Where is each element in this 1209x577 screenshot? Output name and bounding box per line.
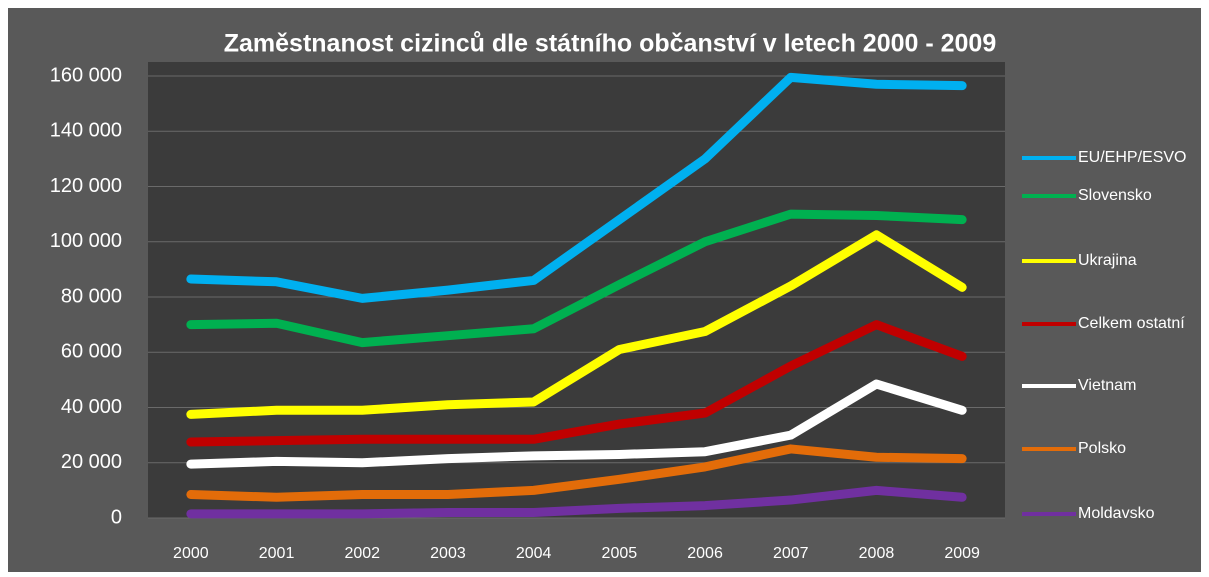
series-line [186,444,967,502]
chart-title: Zaměstnanost cizinců dle státního občans… [224,30,997,58]
legend-label: Slovensko [1078,187,1152,204]
x-tick-label: 2008 [859,545,895,562]
x-tick-label: 2005 [602,545,638,562]
x-tick-label: 2003 [430,545,466,562]
x-tick-label: 2001 [259,545,295,562]
y-tick-label: 120 000 [50,175,122,197]
legend-label: Moldavsko [1078,505,1155,522]
y-tick-label: 40 000 [61,396,122,418]
plot-area [148,62,1005,518]
x-tick-label: 2007 [773,545,809,562]
x-tick-label: 2006 [687,545,723,562]
y-tick-label: 80 000 [61,285,122,307]
x-tick-label: 2002 [344,545,380,562]
series-line [186,72,967,303]
y-tick-label: 160 000 [50,64,122,86]
series-line [186,379,967,469]
series-line [186,485,967,519]
y-tick-label: 140 000 [50,120,122,142]
legend-label: Vietnam [1078,377,1136,394]
legend-label: Ukrajina [1078,252,1137,269]
y-tick-label: 20 000 [61,451,122,473]
y-tick-label: 0 [111,506,122,528]
y-tick-label: 100 000 [50,230,122,252]
y-tick-label: 60 000 [61,341,122,363]
x-tick-label: 2000 [173,545,209,562]
x-tick-label: 2004 [516,545,552,562]
series-line [186,230,967,419]
legend-label: EU/EHP/ESVO [1078,149,1186,166]
legend-label: Celkem ostatní [1078,315,1185,332]
series-line [186,209,967,348]
series-line [186,320,967,447]
legend-label: Polsko [1078,440,1126,457]
x-tick-label: 2009 [944,545,980,562]
